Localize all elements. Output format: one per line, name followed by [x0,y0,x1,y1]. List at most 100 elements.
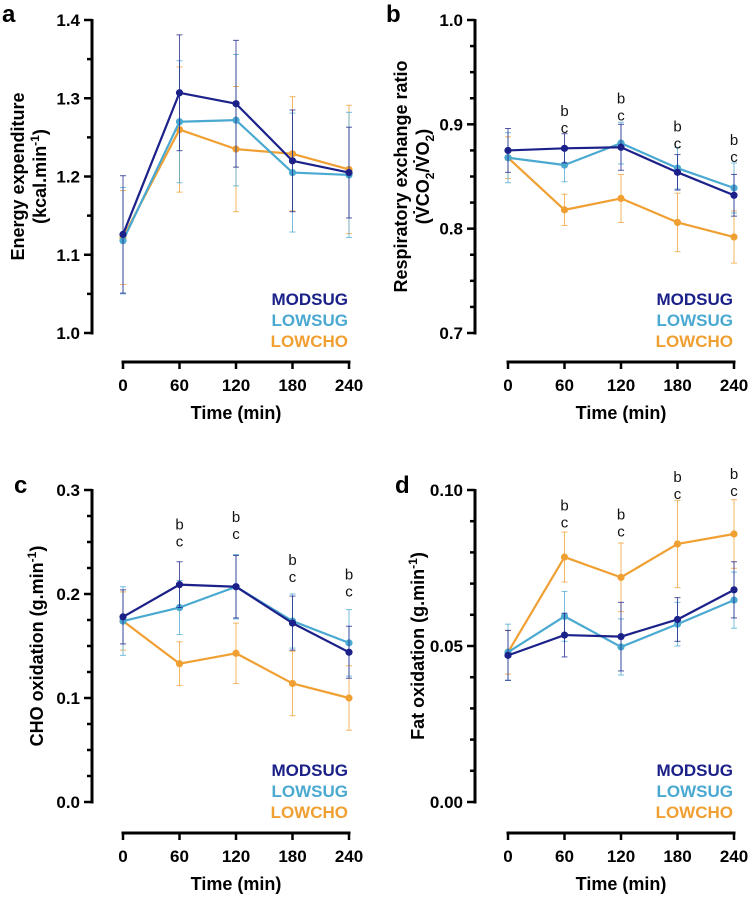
y-tick-label: 0.7 [439,324,463,343]
y-axis-title-sub: 2 [423,172,437,179]
data-point [730,586,738,594]
y-tick-label: 1.2 [56,168,80,187]
significance-label: c [674,486,682,503]
y-tick-label: 0.00 [430,793,463,812]
y-tick-label: 0.0 [56,793,80,812]
y-axis-title-line1: Fat oxidation (g.min [408,569,428,740]
data-point [175,660,184,668]
x-tick-label: 120 [222,376,250,395]
panel-letter: b [386,1,401,28]
data-point [345,168,353,177]
y-axis-title: Fat oxidation (g.min-1) [406,552,428,740]
data-point [673,615,682,624]
y-tick-label: 0.1 [56,689,80,708]
significance-label: c [345,583,353,600]
y-axis-title-sup: -1 [406,558,420,569]
panel-b: b 0.7 0.8 0.9 1.0 0 60 120 180 240 Time (min) Respi… [386,1,748,423]
significance-label: c [617,524,625,541]
significance-label: b [730,132,738,149]
significance-label: b [560,497,568,514]
x-tick-label: 0 [503,847,512,866]
data-point [345,694,353,702]
x-tick-label: 60 [170,847,189,866]
x-tick-label: 240 [720,847,748,866]
data-point [560,144,569,152]
y-tick-label: 1.4 [56,11,80,30]
y-axis-title-line2: (kcal.min [30,146,50,224]
series-modsug [119,34,353,294]
data-point [560,206,569,214]
data-point [288,157,297,165]
x-tick-label: 120 [607,376,635,395]
data-point [232,583,240,591]
data-point [560,553,569,561]
significance-label: b [617,90,625,107]
data-point [673,540,682,548]
series-modsug [119,555,353,679]
data-point [119,613,127,621]
data-point [617,573,625,581]
y-tick-label: 0.10 [430,481,463,500]
y-axis-title: CHO oxidation (g.min-1) [25,546,47,747]
data-point [617,143,625,151]
y-tick-label: 1.3 [56,89,80,108]
series-modsug [504,561,738,681]
y-tick-label: 0.3 [56,481,80,500]
significance-label: c [561,514,569,531]
data-point [617,194,625,203]
significance-label: b [175,517,183,534]
significance-label: b [673,469,681,486]
significance-label: c [730,149,738,166]
data-point [175,581,184,589]
data-point [175,89,184,97]
y-axis-title-sub: 2 [423,134,437,141]
panel-letter: a [2,1,16,28]
series-modsug [504,123,738,217]
x-tick-label: 180 [278,376,306,395]
legend-entry-modsug: MODSUG [657,761,734,780]
y-tick-label: 1.1 [56,246,80,265]
legend-entry-lowcho: LOWCHO [271,803,348,822]
y-axis-title: Energy expenditure (kcal.min-1) [8,92,50,260]
y-axis-title: Respiratory exchange ratio (V̇CO2/V̇O2) [391,60,437,292]
data-point [560,631,569,639]
significance-label: b [730,466,738,483]
significance-label: c [730,483,738,500]
significance-label: b [673,119,681,136]
y-axis-title-line1: Energy expenditure [8,92,28,260]
panel-d: d 0.00 0.05 0.10 0 60 120 180 240 Time (min) Fat o… [395,466,748,894]
y-tick-label: 0.9 [439,115,463,134]
significance-label: c [617,107,625,124]
y-axis-title-end: ) [27,546,47,552]
significance-label: b [560,103,568,120]
panel-a: a 1.0 1.1 1.2 1.3 1.4 0 60 120 180 240 Time (min) En… [2,1,363,423]
data-point [345,648,353,656]
data-point [119,230,127,239]
x-axis-title: Time (min) [191,403,282,423]
significance-label: c [232,526,240,543]
legend-entry-lowcho: LOWCHO [656,332,733,351]
x-tick-label: 120 [607,847,635,866]
panel-letter: d [395,472,410,499]
data-point [504,146,512,155]
x-tick-label: 0 [503,376,512,395]
significance-label: c [289,569,297,586]
data-point [673,218,682,227]
legend-entry-lowsug: LOWSUG [272,311,349,330]
x-tick-label: 240 [720,376,748,395]
y-axis-title-end: ) [408,552,428,558]
data-point [617,633,625,641]
x-tick-label: 180 [663,847,691,866]
data-point [232,649,240,657]
legend-entry-lowsug: LOWSUG [657,311,734,330]
y-axis-title-sup: -1 [25,551,39,562]
x-tick-label: 240 [335,376,363,395]
x-tick-label: 0 [118,847,127,866]
y-axis-title-end: ) [30,129,50,135]
legend-entry-modsug: MODSUG [657,290,734,309]
x-tick-label: 180 [278,847,306,866]
panel-letter: c [14,472,27,499]
y-axis-title-line1: Respiratory exchange ratio [391,60,411,292]
x-tick-label: 60 [555,376,574,395]
